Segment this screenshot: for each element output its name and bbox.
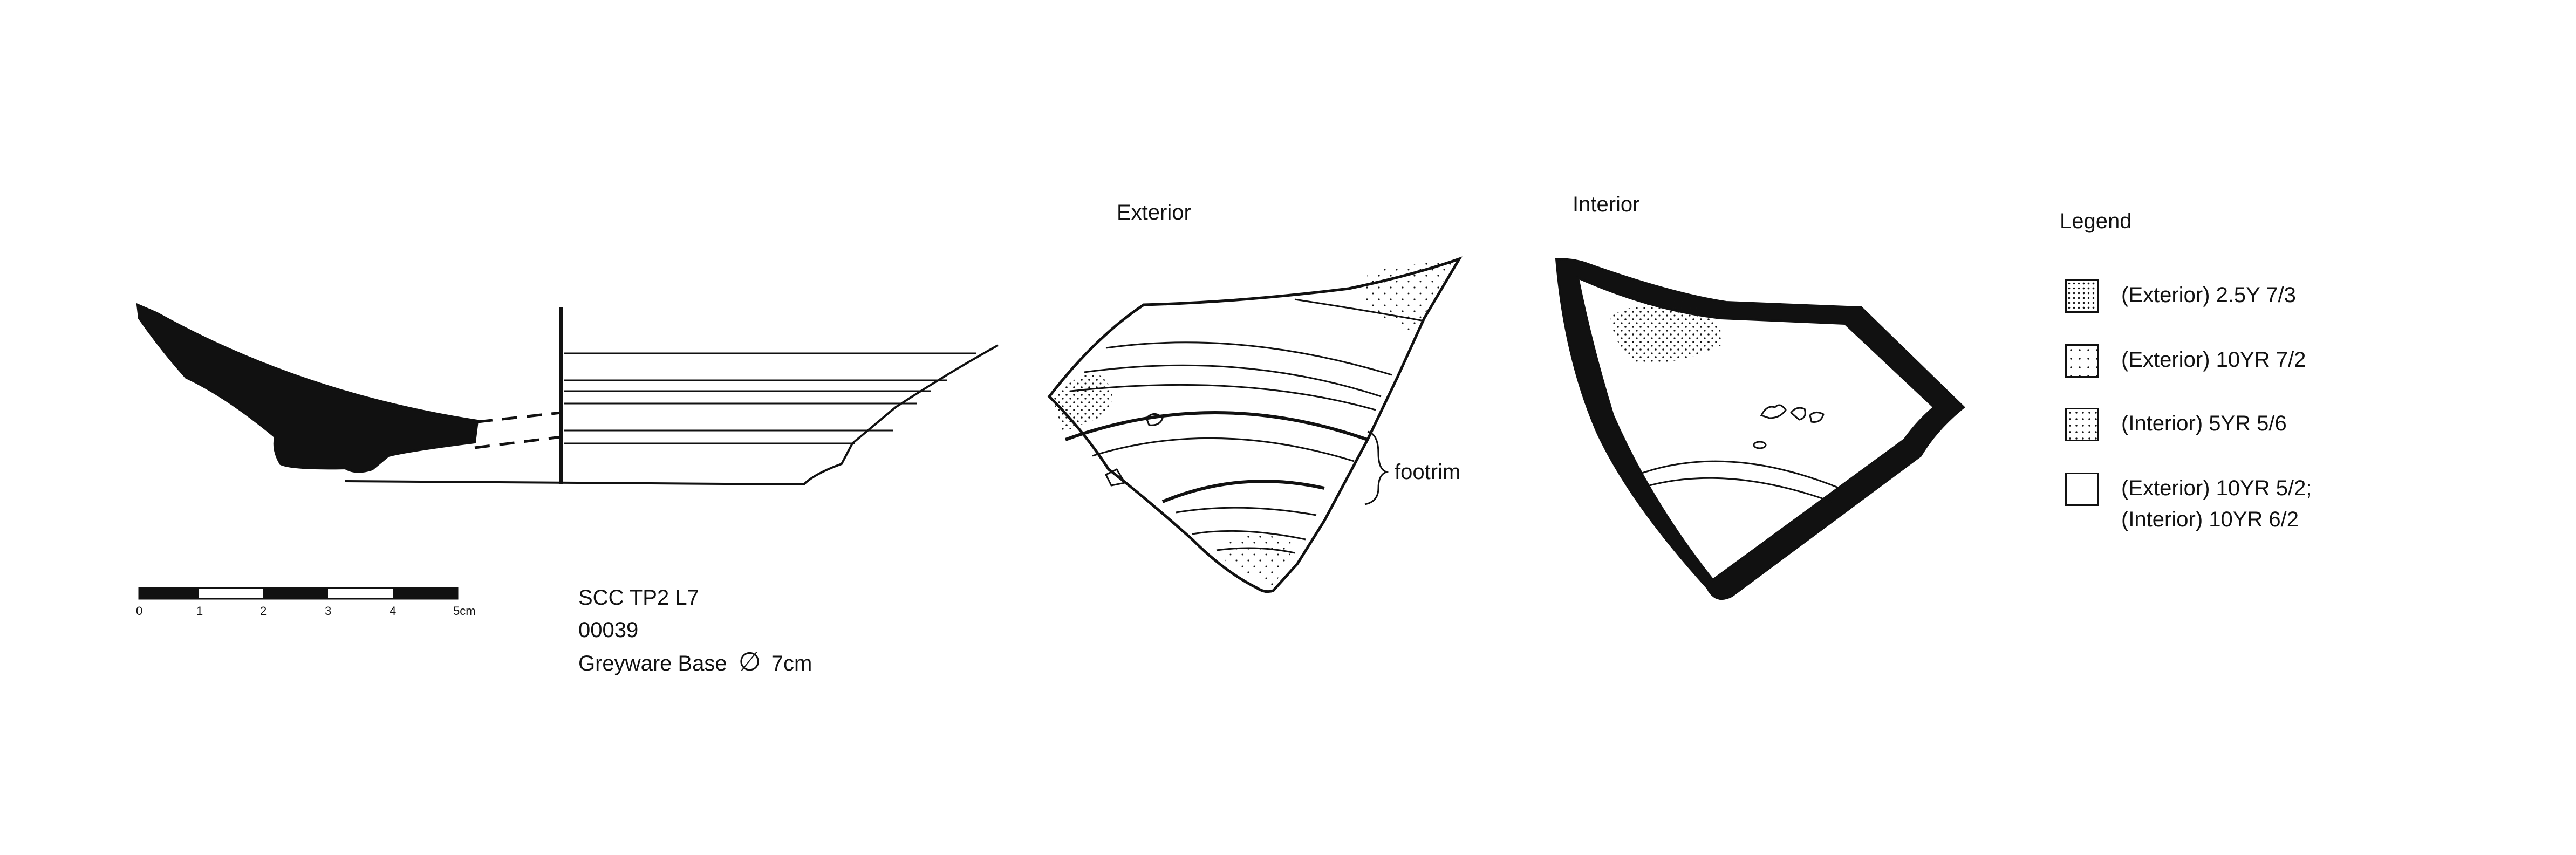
exterior-inclusion bbox=[1145, 413, 1164, 426]
sample-description-line: Greyware Base ∅ 7cm bbox=[578, 646, 812, 680]
legend: Legend (Exterior) 2.5Y 7/3 (Exterior) 10… bbox=[2060, 209, 2437, 544]
profile-outline bbox=[803, 344, 999, 485]
legend-swatch-stipple-sparse bbox=[2065, 344, 2099, 378]
scale-bar bbox=[138, 587, 459, 600]
exterior-ring-8 bbox=[1216, 547, 1295, 554]
interior-view bbox=[1555, 257, 1966, 600]
scale-tick-label: 2 bbox=[260, 604, 267, 618]
scale-segment-0-1 bbox=[139, 588, 199, 599]
legend-item-label: (Interior) 5YR 5/6 bbox=[2121, 412, 2287, 435]
sample-context: SCC TP2 L7 bbox=[578, 586, 699, 610]
exterior-ring-1 bbox=[1294, 298, 1425, 322]
scale-segment-2-3 bbox=[263, 588, 328, 599]
exterior-ring-2 bbox=[1105, 341, 1392, 376]
interior-ring-1 bbox=[1637, 460, 1840, 489]
exterior-ring-bold-2 bbox=[1161, 480, 1325, 503]
interior-stipple bbox=[1610, 300, 1722, 362]
legend-item: (Exterior) 2.5Y 7/3 bbox=[2065, 279, 2296, 313]
interior-inclusion-4 bbox=[1753, 441, 1767, 449]
exterior-stipple-top bbox=[1365, 259, 1457, 334]
legend-item: (Exterior) 10YR 5/2; (Interior) 10YR 6/2 bbox=[2065, 473, 2312, 535]
profile-elevation bbox=[345, 307, 999, 485]
legend-item-label: (Exterior) 10YR 7/2 bbox=[2121, 348, 2306, 372]
exterior-view-title: Exterior bbox=[1117, 201, 1191, 224]
exterior-chip bbox=[1104, 468, 1126, 487]
scale-tick-label: 4 bbox=[390, 604, 397, 618]
legend-title: Legend bbox=[2060, 209, 2132, 233]
profile-dash-upper bbox=[477, 411, 562, 423]
exterior-ring-3 bbox=[1084, 364, 1382, 398]
exterior-ring-4 bbox=[1070, 384, 1376, 411]
exterior-ring-5 bbox=[1092, 437, 1355, 462]
legend-swatch-stipple-dense bbox=[2065, 279, 2099, 313]
legend-item-label-block: (Exterior) 10YR 5/2; (Interior) 10YR 6/2 bbox=[2121, 473, 2312, 535]
legend-item: (Interior) 5YR 5/6 bbox=[2065, 408, 2287, 441]
footrim-label: footrim bbox=[1395, 460, 1461, 484]
sample-description: Greyware Base bbox=[578, 652, 727, 675]
legend-item-label: (Exterior) 10YR 5/2; bbox=[2121, 476, 2312, 500]
diameter-symbol: ∅ bbox=[738, 648, 761, 676]
legend-item-label: (Exterior) 2.5Y 7/3 bbox=[2121, 283, 2296, 307]
legend-swatch-stipple-medium bbox=[2065, 408, 2099, 441]
exterior-ring-6 bbox=[1176, 507, 1317, 516]
exterior-ring-bold-1 bbox=[1064, 411, 1368, 441]
legend-item: (Exterior) 10YR 7/2 bbox=[2065, 344, 2306, 378]
profile-dash-lower bbox=[474, 435, 562, 449]
exterior-view bbox=[1047, 256, 1463, 593]
scale-tick-label: 3 bbox=[325, 604, 332, 618]
interior-inclusion-3 bbox=[1809, 412, 1825, 423]
sample-number: 00039 bbox=[578, 618, 639, 642]
profile-solid bbox=[136, 303, 479, 473]
interior-thickness bbox=[1555, 257, 1966, 600]
profile-section bbox=[136, 303, 562, 473]
scale-tick-label: 0 bbox=[136, 604, 143, 618]
scale-segment-4-5 bbox=[393, 588, 457, 599]
scale-tick-label: 5cm bbox=[453, 604, 476, 618]
sample-info: SCC TP2 L7 00039 Greyware Base ∅ 7cm bbox=[578, 582, 812, 680]
legend-item-label-continued: (Interior) 10YR 6/2 bbox=[2121, 508, 2299, 531]
interior-inclusion-2 bbox=[1789, 407, 1806, 421]
interior-inclusion-1 bbox=[1760, 404, 1787, 419]
interior-view-title: Interior bbox=[1573, 193, 1640, 216]
sample-diameter: 7cm bbox=[771, 652, 812, 675]
footrim-brace bbox=[1364, 430, 1389, 505]
profile-base-line bbox=[345, 480, 804, 485]
exterior-ring-7 bbox=[1192, 530, 1306, 541]
interior-ring-2 bbox=[1645, 477, 1832, 503]
legend-swatch-plain bbox=[2065, 473, 2099, 506]
scale-tick-label: 1 bbox=[196, 604, 203, 618]
